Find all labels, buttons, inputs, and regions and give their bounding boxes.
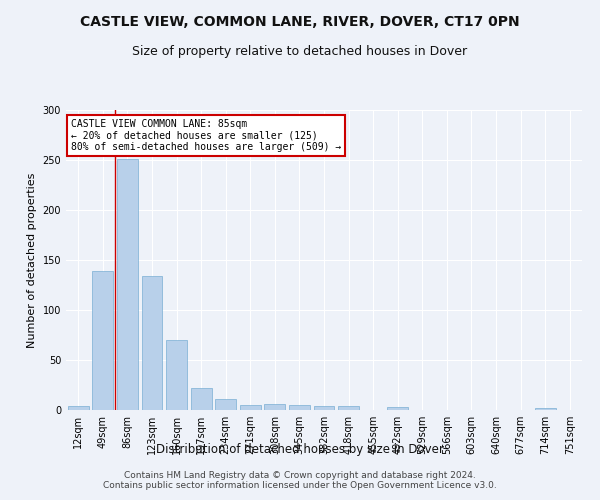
Y-axis label: Number of detached properties: Number of detached properties (27, 172, 37, 348)
Bar (265, 404, 286, 410)
Bar (240, 405, 261, 410)
Text: Size of property relative to detached houses in Dover: Size of property relative to detached ho… (133, 45, 467, 58)
Text: Contains HM Land Registry data © Crown copyright and database right 2024.
Contai: Contains HM Land Registry data © Crown c… (103, 470, 497, 490)
Bar (92, 271, 113, 410)
Bar (387, 407, 408, 410)
Text: Distribution of detached houses by size in Dover: Distribution of detached houses by size … (156, 442, 444, 456)
Bar (191, 388, 212, 410)
Text: CASTLE VIEW, COMMON LANE, RIVER, DOVER, CT17 0PN: CASTLE VIEW, COMMON LANE, RIVER, DOVER, … (80, 15, 520, 29)
Bar (166, 340, 187, 410)
Text: CASTLE VIEW COMMON LANE: 85sqm
← 20% of detached houses are smaller (125)
80% of: CASTLE VIEW COMMON LANE: 85sqm ← 20% of … (71, 119, 341, 152)
Bar (117, 159, 138, 410)
Bar (215, 399, 236, 410)
Bar (338, 406, 359, 410)
Bar (142, 276, 163, 410)
Bar (68, 406, 89, 410)
Bar (314, 406, 334, 410)
Bar (289, 405, 310, 410)
Bar (535, 408, 556, 410)
